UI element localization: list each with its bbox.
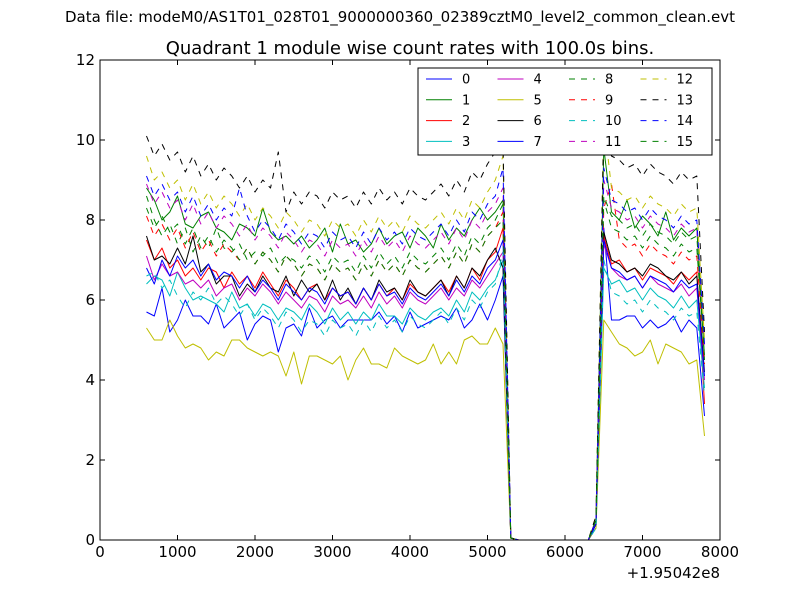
- series-line-4: [146, 243, 705, 541]
- series-line-14: [146, 167, 705, 541]
- x-tick-label: 2000: [236, 543, 274, 561]
- y-tick-label: 4: [85, 371, 95, 389]
- y-tick-label: 8: [85, 211, 95, 229]
- legend-label-8: 8: [605, 73, 613, 88]
- chart-title: Quadrant 1 module wise count rates with …: [166, 38, 655, 59]
- x-tick-label: 8000: [701, 543, 739, 561]
- series-line-8: [146, 195, 705, 541]
- x-tick-label: 1000: [158, 543, 196, 561]
- x-tick-label: 7000: [623, 543, 661, 561]
- series-line-5: [146, 319, 705, 541]
- data-file-label: Data file: modeM0/AS1T01_028T01_90000003…: [64, 8, 736, 26]
- series-line-1: [146, 147, 705, 541]
- series-line-13: [146, 123, 705, 541]
- y-tick-label: 6: [85, 291, 95, 309]
- legend-label-12: 12: [677, 73, 694, 88]
- series-line-15: [146, 195, 705, 541]
- legend-label-7: 7: [534, 135, 542, 150]
- x-tick-label: 5000: [468, 543, 506, 561]
- legend-label-6: 6: [534, 114, 542, 129]
- series-line-0: [146, 227, 705, 541]
- legend-label-3: 3: [462, 135, 470, 150]
- legend-label-10: 10: [605, 114, 622, 129]
- legend-label-4: 4: [534, 73, 542, 88]
- legend-label-2: 2: [462, 114, 470, 129]
- legend-label-13: 13: [677, 93, 694, 108]
- y-tick-label: 12: [76, 51, 95, 69]
- legend-box: [417, 67, 713, 156]
- x-tick-label: 0: [95, 543, 105, 561]
- legend-label-14: 14: [677, 114, 694, 129]
- legend-label-15: 15: [677, 135, 694, 150]
- y-tick-label: 0: [85, 531, 95, 549]
- legend-label-5: 5: [534, 93, 542, 108]
- legend-label-0: 0: [462, 73, 470, 88]
- series-line-11: [146, 179, 705, 541]
- x-axis-offset-label: +1.95042e8: [627, 564, 720, 582]
- series-line-12: [146, 119, 705, 541]
- x-tick-label: 6000: [546, 543, 584, 561]
- x-tick-label: 3000: [313, 543, 351, 561]
- series-line-3: [146, 259, 705, 541]
- legend-label-9: 9: [605, 93, 613, 108]
- axis-ticks: 0 1000 2000 3000 4000 5000 6000 7000 80000246810…: [76, 51, 739, 561]
- plot-lines: [146, 119, 705, 541]
- series-line-6: [146, 231, 705, 541]
- y-tick-label: 10: [76, 131, 95, 149]
- legend-label-1: 1: [462, 93, 470, 108]
- legend-label-11: 11: [605, 135, 622, 150]
- y-tick-label: 2: [85, 451, 95, 469]
- x-tick-label: 4000: [391, 543, 429, 561]
- series-line-9: [146, 183, 705, 541]
- series-line-7: [146, 239, 705, 541]
